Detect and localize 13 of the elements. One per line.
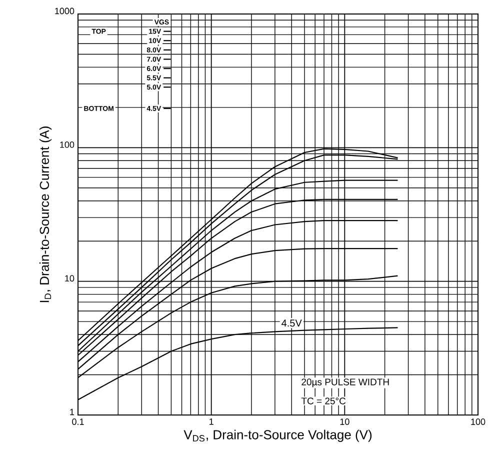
y-axis-title: I$_{D}$, Drain-to-Source Current (A) [39, 126, 52, 302]
annotation: TC = 25°C [301, 398, 346, 404]
annotation: 20µs PULSE WIDTH [302, 378, 389, 388]
x-tick-label: 0.1 [72, 418, 84, 425]
y-tick-label: 10 [65, 275, 74, 282]
x-tick-label: 100 [471, 418, 486, 425]
y-tick-label: 1000 [55, 8, 74, 14]
x-tick-label: 10 [340, 418, 350, 425]
x-axis-title: V$_{DS}$, Drain-to-Source Voltage (V) [184, 430, 372, 442]
x-tick-label: 1 [210, 418, 214, 425]
y-tick-label: 100 [60, 141, 74, 148]
annotation: 4.5V [282, 320, 302, 327]
y-tick-label: 1 [70, 408, 74, 416]
